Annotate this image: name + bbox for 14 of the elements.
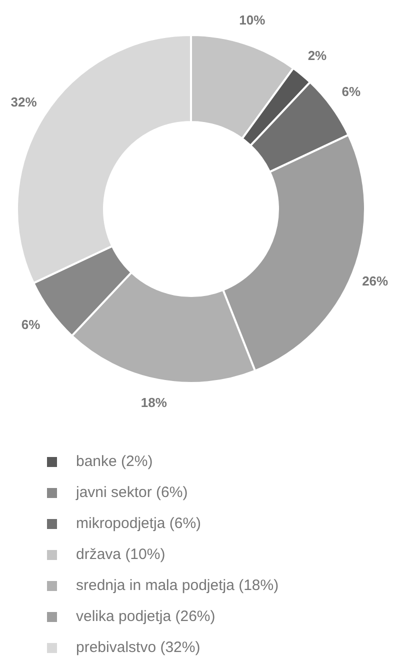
data-label: 6% xyxy=(342,84,362,100)
data-label: 26% xyxy=(362,273,389,288)
data-label: 2% xyxy=(308,48,328,64)
data-label: 18% xyxy=(140,395,168,410)
data-label: 32% xyxy=(10,94,38,110)
legend-label: javni sektor (6%) xyxy=(76,484,188,501)
legend-label: mikropodjetja (6%) xyxy=(76,515,202,532)
data-label: 6% xyxy=(21,316,41,332)
legend-label: država (10%) xyxy=(76,546,166,563)
legend-label: srednja in mala podjetja (18%) xyxy=(76,577,279,594)
data-label: 10% xyxy=(239,12,266,28)
legend-label: banke (2%) xyxy=(76,453,153,470)
legend-label: prebivalstvo (32%) xyxy=(76,639,200,656)
legend-label: velika podjetja (26%) xyxy=(76,608,216,625)
